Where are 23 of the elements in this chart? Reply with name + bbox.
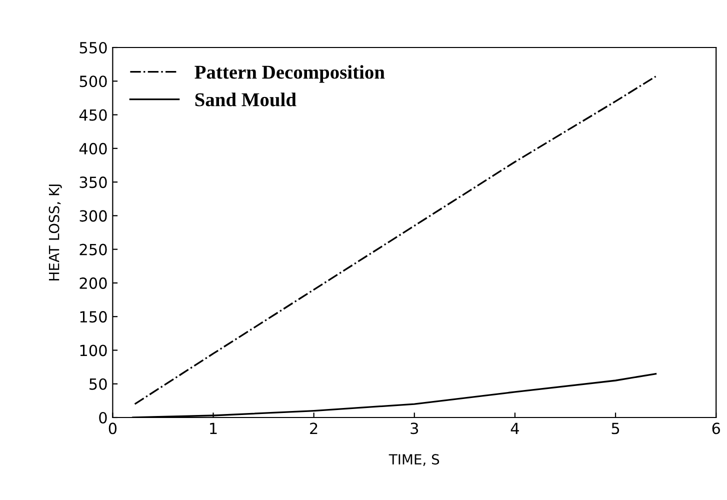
legend-label: Sand Mould	[195, 92, 296, 106]
y-tick-label: 0	[99, 412, 107, 424]
y-tick-label: 450	[79, 109, 107, 121]
x-tick-label: 5	[612, 422, 620, 434]
y-tick-label: 50	[90, 378, 107, 390]
y-tick-label: 500	[80, 76, 107, 88]
y-tick-label: 200	[80, 277, 107, 289]
x-tick-label: 2	[310, 422, 318, 434]
y-axis-title: HEAT LOSS, KJ	[48, 184, 62, 280]
x-tick-label: 1	[210, 422, 217, 434]
legend-label: Pattern Decomposition	[194, 65, 385, 83]
y-tick-label: 150	[80, 311, 107, 323]
x-tick-label: 3	[410, 422, 418, 434]
y-tick-label: 350	[80, 176, 107, 188]
y-tick-label: 550	[80, 42, 107, 54]
y-tick-label: 300	[80, 210, 107, 222]
x-tick-label: 6	[712, 422, 720, 434]
y-tick-label: 250	[80, 244, 107, 256]
y-tick-label: 400	[79, 142, 107, 154]
x-axis-title: TIME, S	[388, 454, 440, 466]
x-tick-label: 0	[108, 422, 117, 434]
x-tick-label: 4	[510, 422, 519, 434]
y-tick-label: 100	[80, 344, 107, 356]
